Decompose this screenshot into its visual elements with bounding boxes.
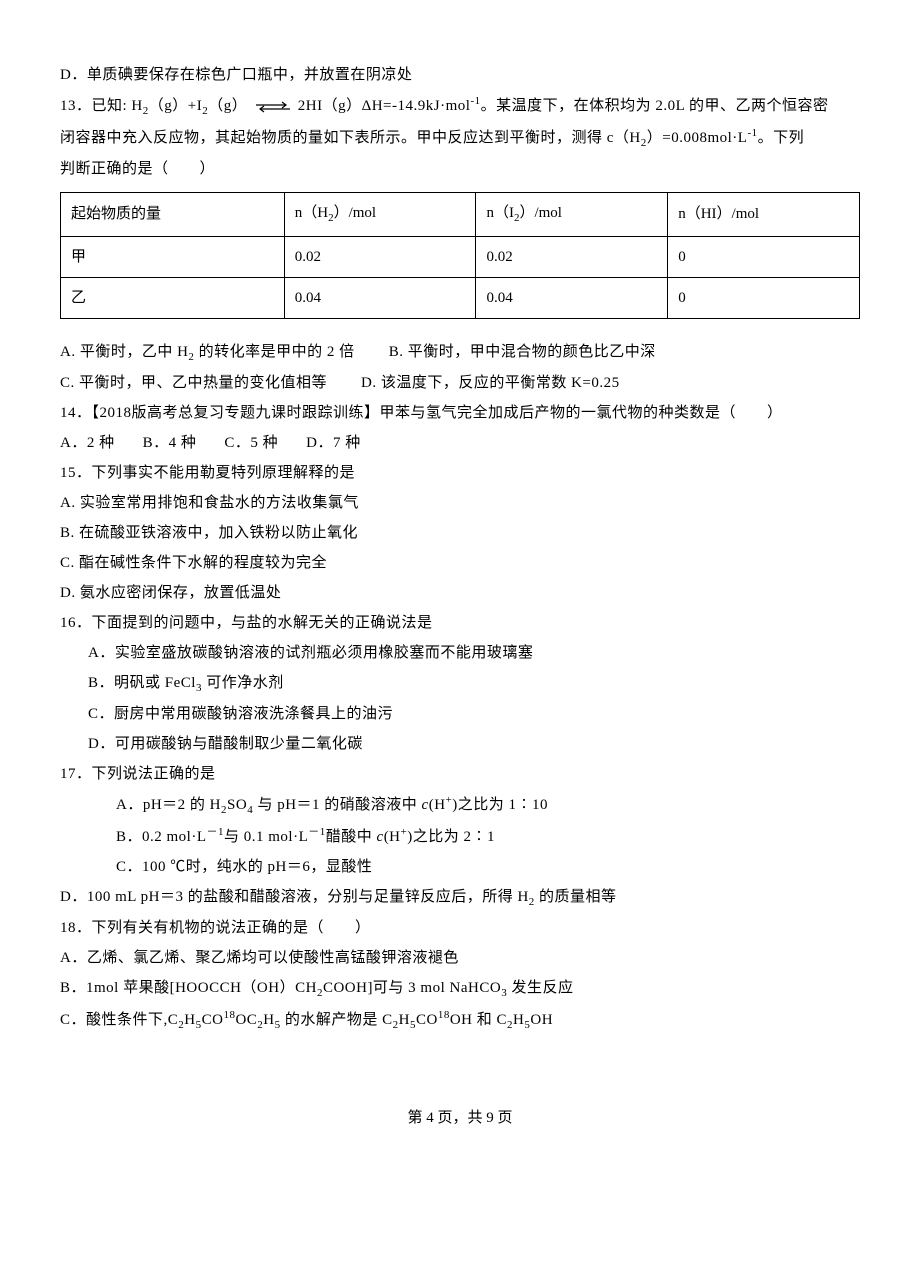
q15-option-a: A. 实验室常用排饱和食盐水的方法收集氯气 <box>60 488 860 518</box>
table-cell: 0.02 <box>476 236 668 277</box>
q14-options: A．2 种 B．4 种 C．5 种 D．7 种 <box>60 428 860 458</box>
table-header-cell: n（HI）/mol <box>668 193 860 237</box>
table-header-cell: n（I2）/mol <box>476 193 668 237</box>
q13-options-row2: C. 平衡时，甲、乙中热量的变化值相等 D. 该温度下，反应的平衡常数 K=0.… <box>60 368 860 398</box>
q15-stem: 15．下列事实不能用勒夏特列原理解释的是 <box>60 458 860 488</box>
q16-option-a: A．实验室盛放碳酸钠溶液的试剂瓶必须用橡胶塞而不能用玻璃塞 <box>60 638 860 668</box>
table-cell: 0.04 <box>476 277 668 318</box>
page-content: D．单质碘要保存在棕色广口瓶中，并放置在阴凉处 13．已知: H2（g）+I2（… <box>0 0 920 1167</box>
q18-option-a: A．乙烯、氯乙烯、聚乙烯均可以使酸性高锰酸钾溶液褪色 <box>60 943 860 973</box>
table-cell: 0 <box>668 277 860 318</box>
q18-option-b: B．1mol 苹果酸[HOOCCH（OH）CH2COOH]可与 3 mol Na… <box>60 973 860 1004</box>
q17-option-a: A．pH＝2 的 H2SO4 与 pH＝1 的硝酸溶液中 c(H+)之比为 1∶… <box>60 789 860 821</box>
q13-option-a: A. 平衡时，乙中 H2 的转化率是甲中的 2 倍 <box>60 337 355 368</box>
q14-option-a: A．2 种 <box>60 428 115 458</box>
q15-option-c: C. 酯在碱性条件下水解的程度较为完全 <box>60 548 860 578</box>
q13-table: 起始物质的量 n（H2）/mol n（I2）/mol n（HI）/mol 甲 0… <box>60 192 860 319</box>
table-header-row: 起始物质的量 n（H2）/mol n（I2）/mol n（HI）/mol <box>61 193 860 237</box>
q13-stem-line2: 闭容器中充入反应物，其起始物质的量如下表所示。甲中反应达到平衡时，测得 c（H2… <box>60 122 860 154</box>
q17-option-c: C．100 ℃时，纯水的 pH＝6，显酸性 <box>60 852 860 882</box>
q16-option-b: B．明矾或 FeCl3 可作净水剂 <box>60 668 860 699</box>
q13-option-d: D. 该温度下，反应的平衡常数 K=0.25 <box>361 368 620 398</box>
table-cell: 0 <box>668 236 860 277</box>
table-cell: 甲 <box>61 236 285 277</box>
q13-stem-line1: 13．已知: H2（g）+I2（g） 2HI（g）ΔH=-14.9kJ·mol-… <box>60 90 860 122</box>
q17-stem: 17．下列说法正确的是 <box>60 759 860 789</box>
q15-option-d: D. 氨水应密闭保存，放置低温处 <box>60 578 860 608</box>
q13-stem-line3: 判断正确的是（ ） <box>60 154 860 184</box>
q12-option-d: D．单质碘要保存在棕色广口瓶中，并放置在阴凉处 <box>60 60 860 90</box>
table-header-cell: 起始物质的量 <box>61 193 285 237</box>
q13-options-row1: A. 平衡时，乙中 H2 的转化率是甲中的 2 倍 B. 平衡时，甲中混合物的颜… <box>60 337 860 368</box>
q13-option-b: B. 平衡时，甲中混合物的颜色比乙中深 <box>389 337 656 368</box>
q16-stem: 16．下面提到的问题中，与盐的水解无关的正确说法是 <box>60 608 860 638</box>
q17-option-d: D．100 mL pH＝3 的盐酸和醋酸溶液，分别与足量锌反应后，所得 H2 的… <box>60 882 860 913</box>
table-row: 甲 0.02 0.02 0 <box>61 236 860 277</box>
table-header-cell: n（H2）/mol <box>284 193 476 237</box>
q14-stem: 14．【2018版高考总复习专题九课时跟踪训练】甲苯与氢气完全加成后产物的一氯代… <box>60 398 860 428</box>
q17-option-b: B．0.2 mol·L－1与 0.1 mol·L－1醋酸中 c(H+)之比为 2… <box>60 821 860 852</box>
q16-option-d: D．可用碳酸钠与醋酸制取少量二氧化碳 <box>60 729 860 759</box>
q15-option-b: B. 在硫酸亚铁溶液中，加入铁粉以防止氧化 <box>60 518 860 548</box>
q18-stem: 18．下列有关有机物的说法正确的是（ ） <box>60 913 860 943</box>
q14-option-c: C．5 种 <box>224 428 278 458</box>
table-cell: 0.02 <box>284 236 476 277</box>
table-row: 乙 0.04 0.04 0 <box>61 277 860 318</box>
q18-option-c: C．酸性条件下,C2H5CO18OC2H5 的水解产物是 C2H5CO18OH … <box>60 1004 860 1036</box>
equilibrium-arrow-icon <box>254 101 292 113</box>
q13-option-c: C. 平衡时，甲、乙中热量的变化值相等 <box>60 368 327 398</box>
table-cell: 乙 <box>61 277 285 318</box>
q14-option-b: B．4 种 <box>143 428 197 458</box>
q16-option-c: C．厨房中常用碳酸钠溶液洗涤餐具上的油污 <box>60 699 860 729</box>
page-footer: 第 4 页，共 9 页 <box>60 1106 860 1127</box>
q14-option-d: D．7 种 <box>306 428 361 458</box>
table-cell: 0.04 <box>284 277 476 318</box>
